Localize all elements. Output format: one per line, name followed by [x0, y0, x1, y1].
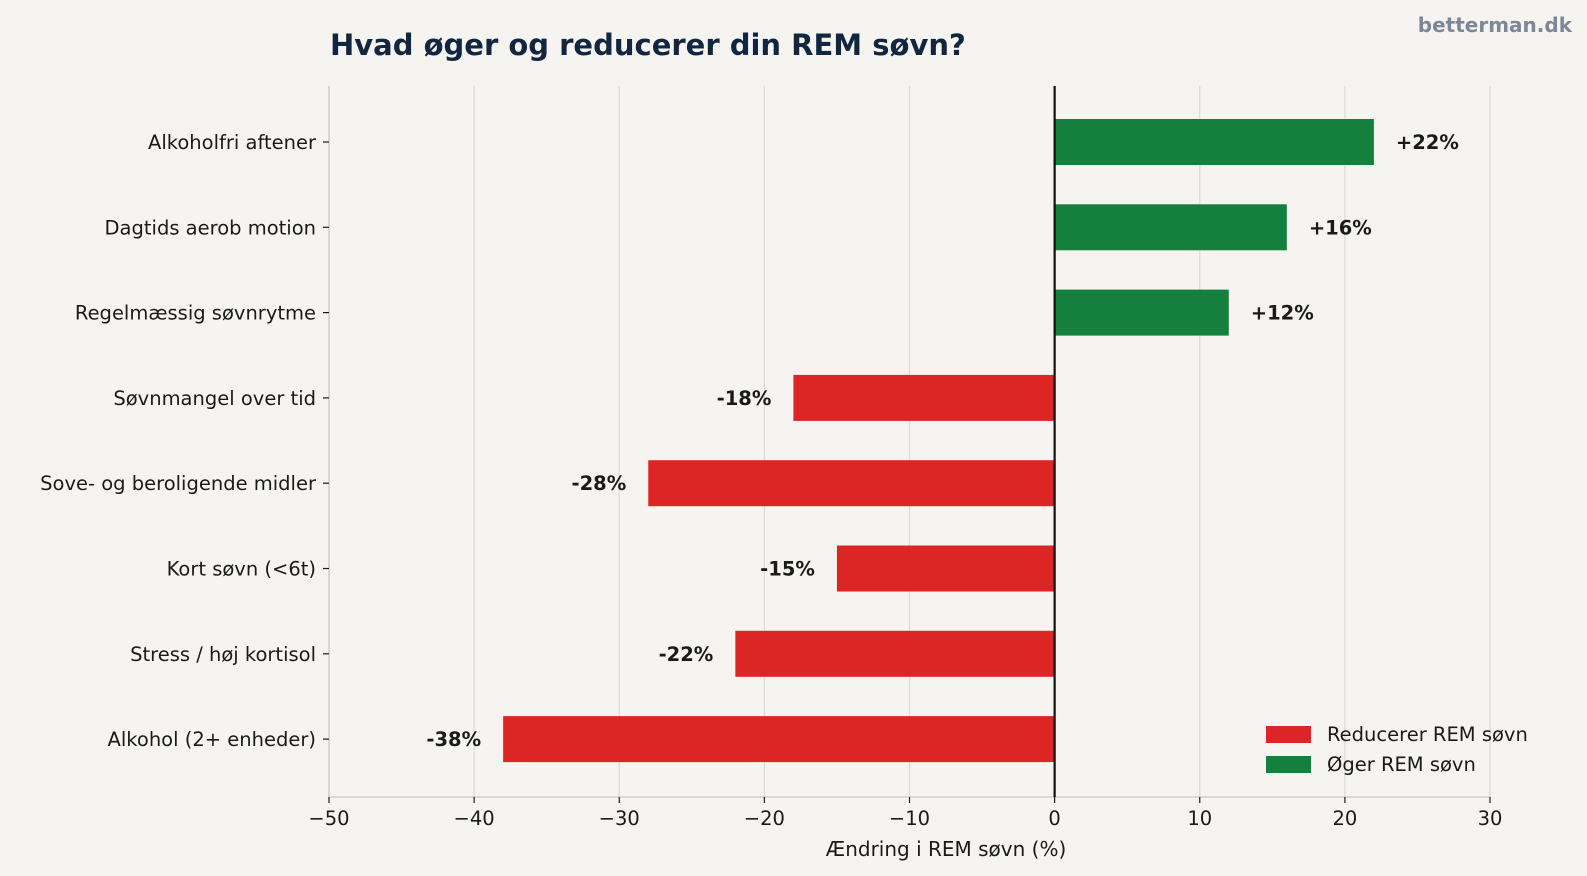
x-tick-label: −20 [744, 807, 785, 830]
labels: −50 −40 −30 −20 −10 0 10 20 30 Alkoholfri aftener… [40, 131, 1502, 830]
legend-swatch [1266, 726, 1311, 743]
chart-title: Hvad øger og reducerer din REM søvn? [330, 28, 966, 62]
category-label: Kort søvn (<6t) [167, 558, 316, 581]
x-tick-label: 10 [1187, 807, 1212, 830]
bar [793, 374, 1055, 421]
bars [503, 119, 1374, 763]
x-tick-label: −50 [308, 807, 349, 830]
value-label: +12% [1251, 302, 1314, 325]
category-label: Regelmæssig søvnrytme [75, 302, 316, 325]
category-label: Sove- og beroligende midler [40, 472, 317, 495]
legend-label: Reducerer REM søvn [1327, 723, 1528, 746]
x-tick-label: 0 [1048, 807, 1060, 830]
legend: Reducerer REM søvn Øger REM søvn [1266, 723, 1528, 776]
category-label: Stress / høj kortisol [130, 643, 316, 666]
category-label: Søvnmangel over tid [113, 387, 316, 410]
x-axis-label: Ændring i REM søvn (%) [826, 837, 1067, 861]
x-tick-label: 30 [1478, 807, 1503, 830]
value-label: -22% [659, 643, 714, 666]
value-label: -18% [717, 387, 772, 410]
bar [836, 545, 1055, 592]
watermark: betterman.dk [1418, 13, 1573, 37]
bar [1054, 119, 1374, 165]
axes [323, 86, 1491, 803]
value-label: +16% [1309, 216, 1372, 239]
category-label: Alkoholfri aftener [148, 131, 317, 154]
category-label: Dagtids aerob motion [105, 216, 316, 239]
bar [503, 716, 1055, 763]
legend-label: Øger REM søvn [1327, 753, 1476, 776]
x-tick-label: −10 [889, 807, 930, 830]
bar [735, 630, 1055, 677]
x-tick-label: −30 [599, 807, 640, 830]
value-label: +22% [1396, 131, 1459, 154]
bar [1054, 289, 1229, 336]
value-label: -28% [571, 472, 626, 495]
x-tick-label: −40 [454, 807, 495, 830]
value-label: -15% [760, 558, 815, 581]
category-label: Alkohol (2+ enheder) [108, 728, 316, 751]
value-label: -38% [426, 728, 481, 751]
bar [648, 460, 1055, 507]
x-tick-label: 20 [1332, 807, 1357, 830]
legend-swatch [1266, 756, 1311, 773]
bar [1054, 204, 1287, 251]
